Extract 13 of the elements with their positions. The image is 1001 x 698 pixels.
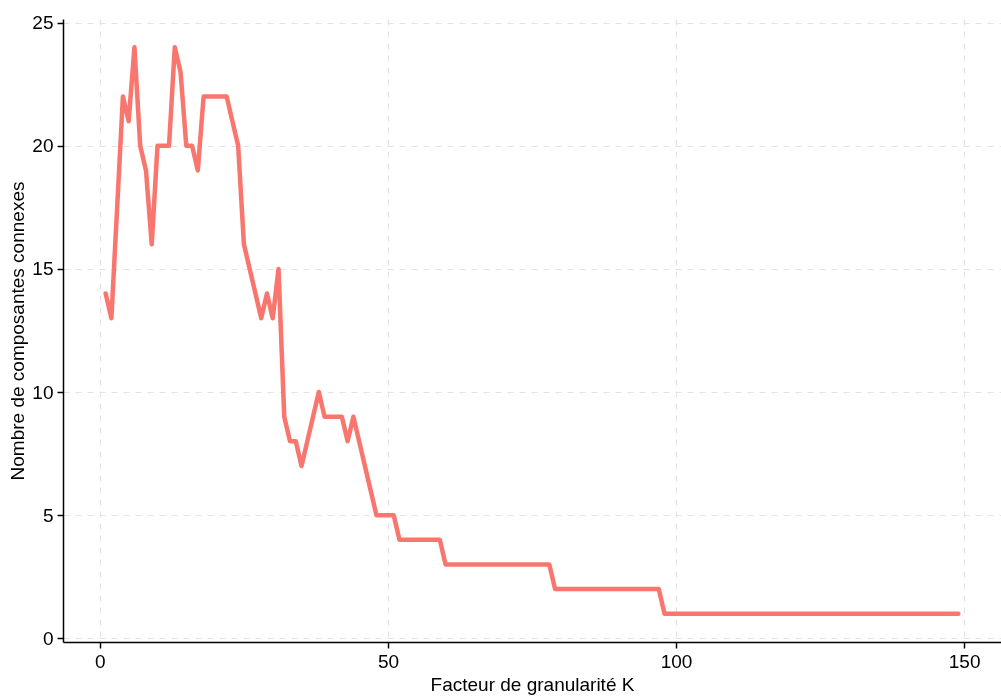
x-tick-label: 150 [948, 650, 981, 672]
y-tick-label: 15 [32, 258, 54, 280]
x-tick-label: 100 [660, 650, 693, 672]
line-series [103, 45, 961, 616]
x-tick-label: 0 [95, 650, 106, 672]
x-axis-title: Facteur de granularité K [430, 673, 635, 695]
x-tick-label: 50 [377, 650, 400, 672]
y-tick-label: 5 [42, 504, 54, 526]
y-axis-title: Nombre de composantes connexes [7, 181, 29, 481]
y-tick-label: 0 [42, 627, 54, 649]
y-tick-label: 20 [32, 135, 54, 157]
y-tick-label: 10 [32, 381, 54, 403]
y-tick-label: 25 [32, 12, 54, 34]
